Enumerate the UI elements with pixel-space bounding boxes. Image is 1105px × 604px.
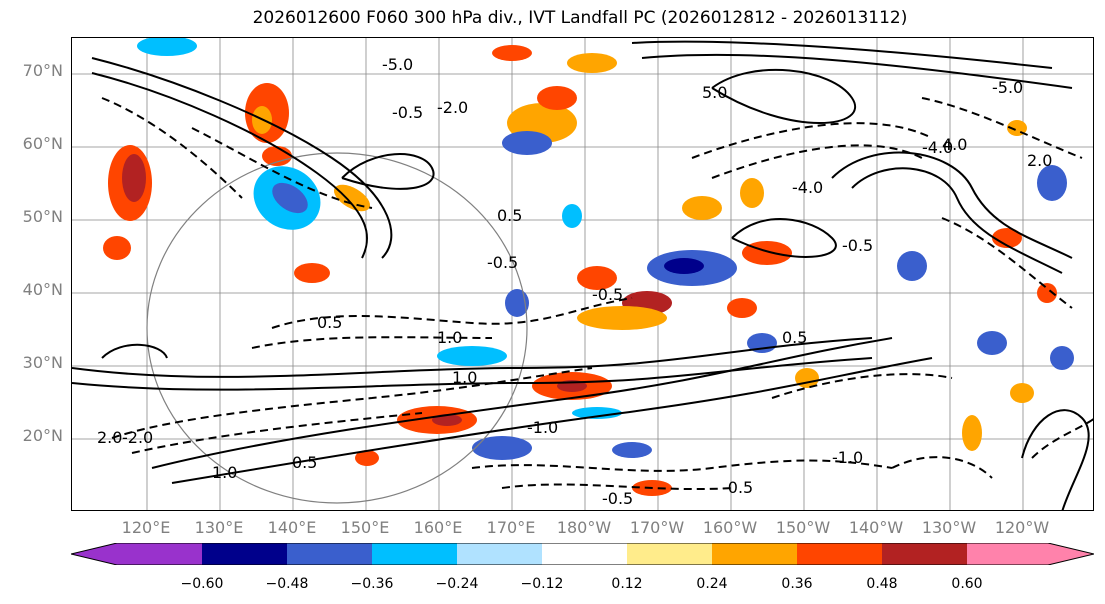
lon-label: 140°W (848, 518, 904, 537)
colorbar-tick-label: −0.48 (265, 576, 309, 592)
contour-label: 0.5 (497, 206, 522, 225)
lon-label: 180°W (556, 518, 612, 537)
map-title: 2026012600 F060 300 hPa div., IVT Landfa… (252, 8, 908, 28)
colorbar-segment (287, 543, 372, 565)
lon-label: 140°E (267, 518, 317, 537)
colorbar-segment (542, 543, 627, 565)
colorbar-tick-label: −0.12 (520, 576, 564, 592)
lon-label: 130°E (194, 518, 244, 537)
contour-label: -2.0 (122, 428, 153, 447)
lon-label: 160°E (413, 518, 463, 537)
contour-label: -1.0 (832, 448, 863, 467)
lon-label: 150°W (775, 518, 831, 537)
colorbar-segment (712, 543, 797, 565)
contour-label: 5.0 (702, 83, 727, 102)
contour-label: 1.0 (212, 463, 237, 482)
colorbar-tick-label: −0.60 (180, 576, 224, 592)
map-panel: -5.0 -5.0 -4.0 -4.0 -2.0 -2.0 -1.0 -1.0 … (71, 37, 1094, 511)
lat-label: 50°N (22, 207, 63, 226)
contour-label: -0.5 (602, 489, 633, 508)
contour-label: -5.0 (992, 78, 1023, 97)
contour-label: 2.0 (97, 428, 122, 447)
colorbar-segment (372, 543, 457, 565)
contour-label-group: -5.0 -5.0 -4.0 -4.0 -2.0 -2.0 -1.0 -1.0 … (97, 55, 1052, 508)
lat-label: 30°N (22, 353, 63, 372)
contour-label: -0.5 (392, 103, 423, 122)
contour-label: 0.5 (782, 328, 807, 347)
lat-label: 20°N (22, 426, 63, 445)
lon-label: 120°E (121, 518, 171, 537)
lat-label: 70°N (22, 61, 63, 80)
map-canvas: -5.0 -5.0 -4.0 -4.0 -2.0 -2.0 -1.0 -1.0 … (72, 38, 1093, 510)
contour-label: -4.0 (922, 138, 953, 157)
lon-label: 160°W (702, 518, 758, 537)
colorbar (71, 543, 1094, 565)
lon-label: 170°E (486, 518, 536, 537)
lat-label: 40°N (22, 280, 63, 299)
colorbar-segment (202, 543, 287, 565)
colorbar-segment (797, 543, 882, 565)
contour-label: -0.5 (722, 478, 753, 497)
contour-label: -4.0 (792, 178, 823, 197)
lon-label: 150°E (340, 518, 390, 537)
contour-label: 2.0 (1027, 151, 1052, 170)
lon-label: 130°W (921, 518, 977, 537)
lon-label: 170°W (629, 518, 685, 537)
colorbar-tick-label: −0.24 (435, 576, 479, 592)
divergence-fill (103, 38, 1074, 496)
contour-label: -0.5 (842, 236, 873, 255)
colorbar-segment (967, 543, 1048, 565)
colorbar-tick-label: 0.48 (866, 576, 898, 592)
contour-label: -0.5 (592, 285, 623, 304)
contour-label: 1.0 (437, 328, 462, 347)
colorbar-extend-high (1048, 543, 1094, 565)
colorbar-extend-low (71, 543, 117, 565)
divergence-dashed-contours (101, 97, 1093, 491)
contour-label: -2.0 (437, 98, 468, 117)
colorbar-tick-label: 0.12 (611, 576, 643, 592)
colorbar-tick-label: 0.36 (781, 576, 813, 592)
colorbar-segment (627, 543, 712, 565)
colorbar-segment (882, 543, 967, 565)
ivt-contours (72, 40, 1090, 510)
colorbar-tick-label: −0.36 (350, 576, 394, 592)
colorbar-segment (457, 543, 542, 565)
lon-label: 120°W (994, 518, 1050, 537)
contour-label: -5.0 (382, 55, 413, 74)
colorbar-tick-label: 0.60 (951, 576, 983, 592)
lat-label: 60°N (22, 134, 63, 153)
contour-label: 1.0 (452, 368, 477, 387)
colorbar-tick-label: 0.24 (696, 576, 728, 592)
contour-label: -0.5 (487, 253, 518, 272)
colorbar-segment (117, 543, 202, 565)
contour-label: 4.0 (942, 135, 967, 154)
contour-label: 0.5 (292, 453, 317, 472)
domain-circle (146, 152, 528, 504)
contour-label: -1.0 (527, 418, 558, 437)
contour-label: 0.5 (317, 313, 342, 332)
